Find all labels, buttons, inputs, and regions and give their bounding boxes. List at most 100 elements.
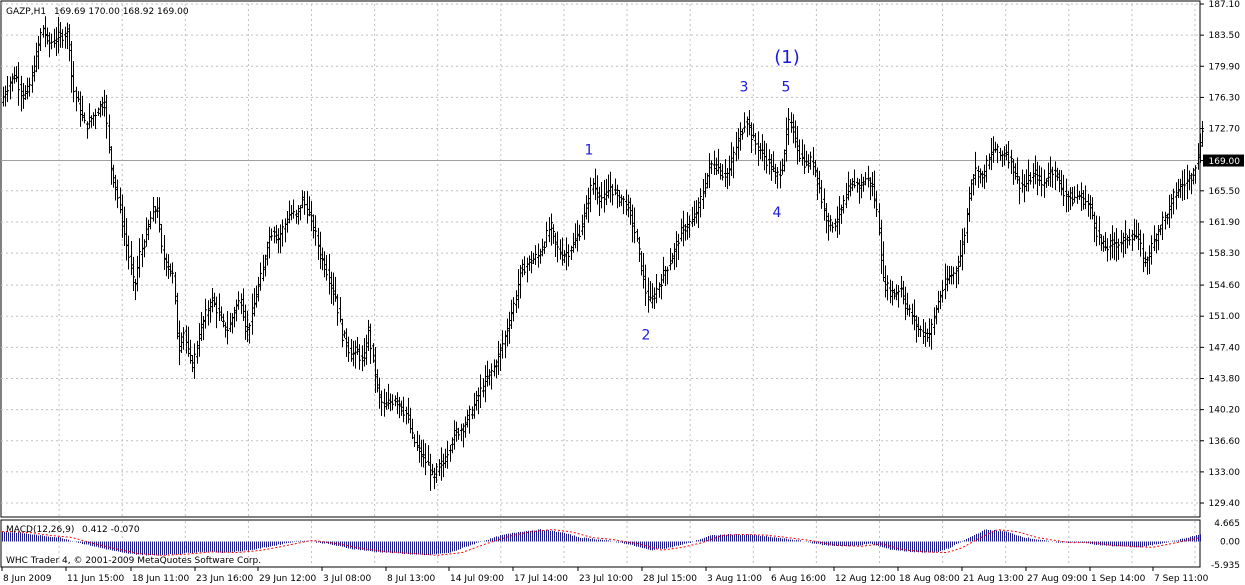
ohlc-bar: [189, 339, 192, 364]
x-tick-label: 21 Aug 13:00: [963, 574, 1024, 584]
ohlc-bar: [341, 318, 344, 348]
ohlc-bar: [116, 179, 119, 209]
ohlc-bar: [893, 288, 896, 300]
ohlc-bar: [587, 187, 590, 223]
ohlc-bar: [418, 434, 421, 463]
ohlc-bar: [1098, 216, 1101, 246]
ohlc-bar: [1177, 178, 1180, 199]
ohlc-bar: [699, 188, 702, 218]
ohlc-bar: [433, 467, 436, 490]
ohlc-bar: [1051, 166, 1054, 188]
x-tick-label: 8 Jul 13:00: [387, 574, 436, 584]
ohlc-bar: [801, 139, 804, 166]
ohlc-bar: [983, 164, 986, 189]
ohlc-bar: [444, 448, 447, 469]
ohlc-bar: [457, 427, 460, 440]
ohlc-bar: [13, 66, 16, 84]
ohlc-bar: [495, 359, 498, 379]
wave-label: 4: [773, 205, 782, 221]
ohlc-bar: [1060, 170, 1063, 196]
ohlc-bar: [325, 254, 328, 281]
ohlc-bar: [636, 228, 639, 242]
ohlc-bar: [26, 77, 29, 100]
ohlc-bar: [889, 279, 892, 304]
ohlc-bar: [1007, 140, 1010, 169]
ohlc-bar: [948, 266, 951, 285]
ohlc-bar: [776, 167, 779, 189]
ohlc-bar: [660, 273, 663, 300]
ohlc-bar: [97, 107, 100, 116]
ohlc-bar: [1120, 229, 1123, 253]
ohlc-bar: [253, 288, 256, 317]
ohlc-bar: [330, 271, 333, 304]
ohlc-bar: [605, 178, 608, 205]
ohlc-bar: [240, 293, 243, 315]
ohlc-bar: [680, 218, 683, 242]
ohlc-bar: [974, 151, 977, 186]
ohlc-bar: [528, 255, 531, 271]
ohlc-bar: [1128, 228, 1131, 246]
macd-y-tick-label: 0.00: [1220, 537, 1240, 547]
ohlc-bar: [490, 363, 493, 390]
x-tick-label: 14 Jul 09:00: [450, 574, 504, 584]
ohlc-bar: [728, 155, 731, 186]
ohlc-bar: [352, 340, 355, 367]
ohlc-bar: [904, 286, 907, 321]
ohlc-bar: [673, 242, 676, 270]
ohlc-bar: [1106, 238, 1109, 262]
ohlc-bar: [259, 262, 262, 291]
x-tick-label: 23 Jul 10:00: [579, 574, 633, 584]
ohlc-bar: [677, 233, 680, 260]
ohlc-bar: [882, 241, 885, 282]
ohlc-bar: [200, 312, 203, 341]
ohlc-bar: [853, 169, 856, 189]
ohlc-bar: [754, 132, 757, 155]
ohlc-bar: [416, 430, 419, 451]
x-tick-label: 17 Jul 14:00: [514, 574, 568, 584]
ohlc-bar: [220, 306, 223, 322]
ohlc-bar: [761, 134, 764, 162]
ohlc-bar: [633, 207, 636, 244]
ohlc-bar: [453, 420, 456, 450]
ohlc-bar: [1186, 164, 1189, 200]
ohlc-bar: [281, 219, 284, 247]
ohlc-bar: [431, 463, 434, 476]
ohlc-bar: [471, 406, 474, 420]
ohlc-bar: [867, 165, 870, 188]
ohlc-bar: [750, 122, 753, 154]
ohlc-bar: [246, 310, 249, 343]
ohlc-bar: [37, 35, 40, 70]
ohlc-bar: [1199, 133, 1202, 163]
ohlc-bar: [501, 330, 504, 359]
ohlc-bar: [506, 318, 509, 347]
ohlc-bar: [222, 313, 225, 328]
ohlc-bar: [523, 256, 526, 276]
ohlc-bar: [1071, 187, 1074, 207]
ohlc-bar: [816, 167, 819, 201]
ohlc-bar: [1161, 211, 1164, 241]
ohlc-bar: [1146, 256, 1149, 275]
ohlc-bar: [57, 16, 60, 54]
ohlc-bar: [121, 194, 124, 238]
ohlc-bar: [572, 232, 575, 253]
ohlc-bar: [1040, 167, 1043, 197]
ohlc-bar: [935, 305, 938, 325]
ohlc-bar: [719, 162, 722, 180]
ohlc-bar: [237, 291, 240, 310]
ohlc-bar: [24, 85, 27, 101]
ohlc-bar: [363, 337, 366, 367]
ohlc-bar: [741, 128, 744, 140]
ohlc-bar: [134, 278, 137, 301]
ohlc-bar: [847, 171, 850, 201]
ohlc-bar: [594, 168, 597, 201]
ohlc-bar: [666, 266, 669, 285]
ohlc-bar: [64, 26, 67, 49]
ohlc-bar: [347, 336, 350, 362]
ohlc-bar: [979, 168, 982, 184]
ohlc-bar: [391, 394, 394, 411]
ohlc-bar: [174, 271, 177, 305]
ohlc-bar: [752, 123, 755, 139]
ohlc-bar: [61, 29, 64, 48]
ohlc-bar: [658, 282, 661, 298]
ohlc-bar: [884, 265, 887, 298]
